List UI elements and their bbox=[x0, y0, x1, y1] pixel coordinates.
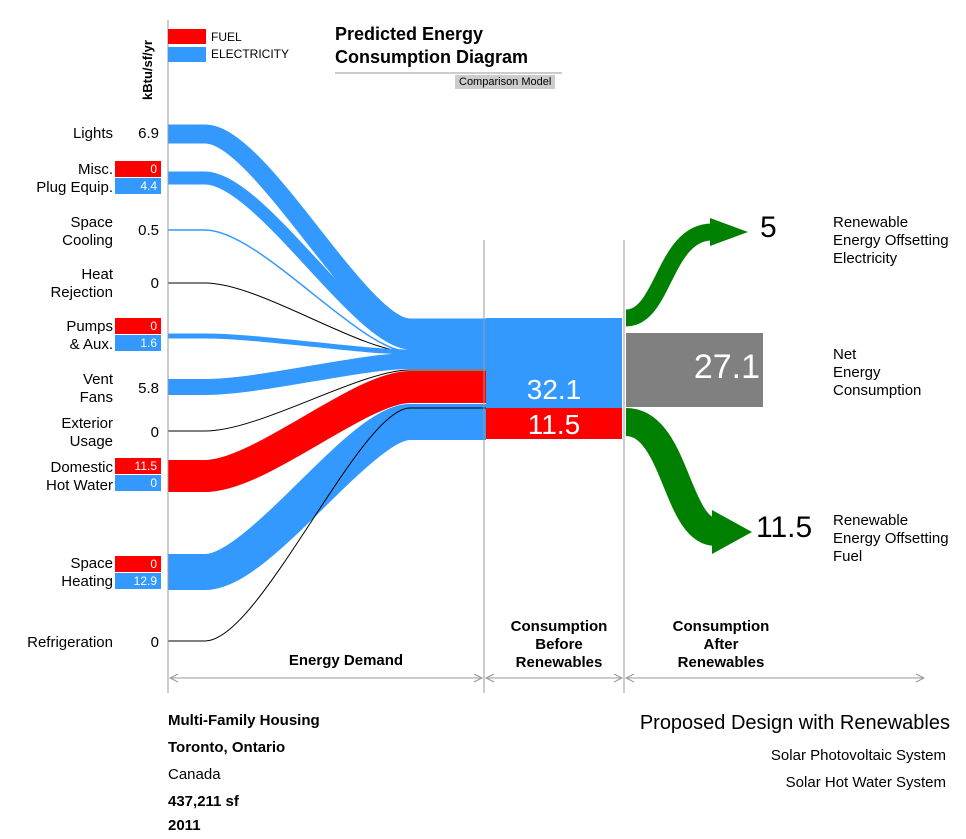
legend-electricity-label: ELECTRICITY bbox=[211, 47, 290, 61]
project-type: Multi-Family Housing bbox=[168, 712, 320, 729]
renewable-electricity-label: Renewable Energy Offsetting Electricity bbox=[833, 214, 949, 267]
flow-exterior bbox=[168, 369, 486, 432]
electricity-total-value: 32.1 bbox=[526, 374, 582, 405]
renewable-electricity-value: 5 bbox=[760, 211, 777, 244]
subtitle-badge: Comparison Model bbox=[455, 75, 556, 89]
fuel-total-value: 11.5 bbox=[527, 409, 581, 440]
renewable-fuel-value: 11.5 bbox=[756, 511, 813, 544]
enduse-value-lights: 6.9 bbox=[138, 125, 159, 142]
diagram-title-line1: Predicted Energy bbox=[335, 24, 484, 44]
enduse-label-lights: Lights bbox=[72, 125, 113, 142]
enduse-fuel-pumps: 0 bbox=[115, 318, 161, 334]
enduse-label-pumps: Pumps & Aux. bbox=[66, 318, 113, 353]
electricity-total-bar bbox=[486, 318, 622, 408]
fuel-total-bar bbox=[486, 408, 622, 439]
section-before-renewables: Consumption Before Renewables bbox=[510, 618, 608, 671]
section-after-renewables: Consumption After Renewables bbox=[672, 618, 770, 671]
enduse-elec-heating: 12.9 bbox=[115, 573, 161, 589]
renewable-fuel-label: Renewable Energy Offsetting Fuel bbox=[833, 512, 949, 565]
dimension-arrows bbox=[168, 673, 926, 683]
flow-pumps bbox=[168, 333, 486, 355]
enduse-elec-pumps: 1.6 bbox=[115, 335, 161, 351]
enduse-label-dhw: Domestic Hot Water bbox=[46, 459, 113, 494]
net-consumption-value: 27.1 bbox=[693, 348, 760, 386]
enduse-label-vent: Vent Fans bbox=[79, 371, 113, 406]
flow-dhw bbox=[168, 371, 486, 492]
flow-plug bbox=[168, 171, 486, 350]
flow-lights bbox=[168, 124, 486, 338]
flow-refrigeration bbox=[168, 407, 486, 642]
diagram-title-line2: Consumption Diagram bbox=[335, 47, 529, 67]
design-system-shw: Solar Hot Water System bbox=[785, 774, 946, 791]
enduse-label-heating: Space Heating bbox=[61, 555, 113, 590]
project-country: Canada bbox=[168, 766, 221, 783]
enduse-fuel-heating: 0 bbox=[115, 556, 161, 572]
design-title: Proposed Design with Renewables bbox=[639, 712, 950, 734]
legend-fuel-label: FUEL bbox=[211, 30, 242, 44]
enduse-fuel-plug: 0 bbox=[115, 161, 161, 177]
project-location: Toronto, Ontario bbox=[168, 739, 286, 756]
enduse-value-refrigeration: 0 bbox=[150, 634, 159, 651]
enduse-label-cooling: Space Cooling bbox=[62, 214, 113, 249]
flow-heating bbox=[168, 404, 486, 590]
enduse-label-exterior: Exterior Usage bbox=[61, 415, 113, 450]
flow-bands bbox=[168, 124, 486, 642]
renewable-fuel-arrow bbox=[624, 408, 719, 546]
flow-cooling bbox=[168, 229, 486, 353]
enduse-fuel-dhw: 11.5 bbox=[115, 458, 161, 474]
section-energy-demand: Energy Demand bbox=[288, 652, 404, 669]
design-system-pv: Solar Photovoltaic System bbox=[770, 747, 946, 764]
enduse-label-heat-rejection: Heat Rejection bbox=[50, 266, 113, 301]
project-year: 2011 bbox=[168, 817, 201, 834]
units-label: kBtu/sf/yr bbox=[140, 40, 155, 100]
enduse-value-exterior: 0 bbox=[150, 424, 159, 441]
enduse-value-cooling: 0.5 bbox=[138, 222, 159, 239]
net-consumption-bar bbox=[626, 333, 763, 407]
legend-fuel-swatch bbox=[168, 29, 206, 44]
legend-electricity-swatch bbox=[168, 47, 206, 62]
renewable-electricity-arrow bbox=[624, 223, 713, 327]
enduse-label-plug: Misc. Plug Equip. bbox=[36, 161, 113, 196]
net-consumption-label: Net Energy Consumption bbox=[833, 346, 922, 399]
project-area: 437,211 sf bbox=[168, 793, 239, 810]
renewable-fuel-arrowhead bbox=[712, 510, 752, 554]
enduse-elec-plug: 4.4 bbox=[115, 178, 161, 194]
flow-vent bbox=[168, 353, 486, 395]
enduse-value-heat-rejection: 0 bbox=[150, 275, 159, 292]
enduse-label-refrigeration: Refrigeration bbox=[27, 634, 113, 651]
renewable-electricity-arrowhead bbox=[710, 218, 748, 246]
enduse-elec-dhw: 0 bbox=[115, 475, 161, 491]
enduse-value-vent: 5.8 bbox=[138, 380, 159, 397]
